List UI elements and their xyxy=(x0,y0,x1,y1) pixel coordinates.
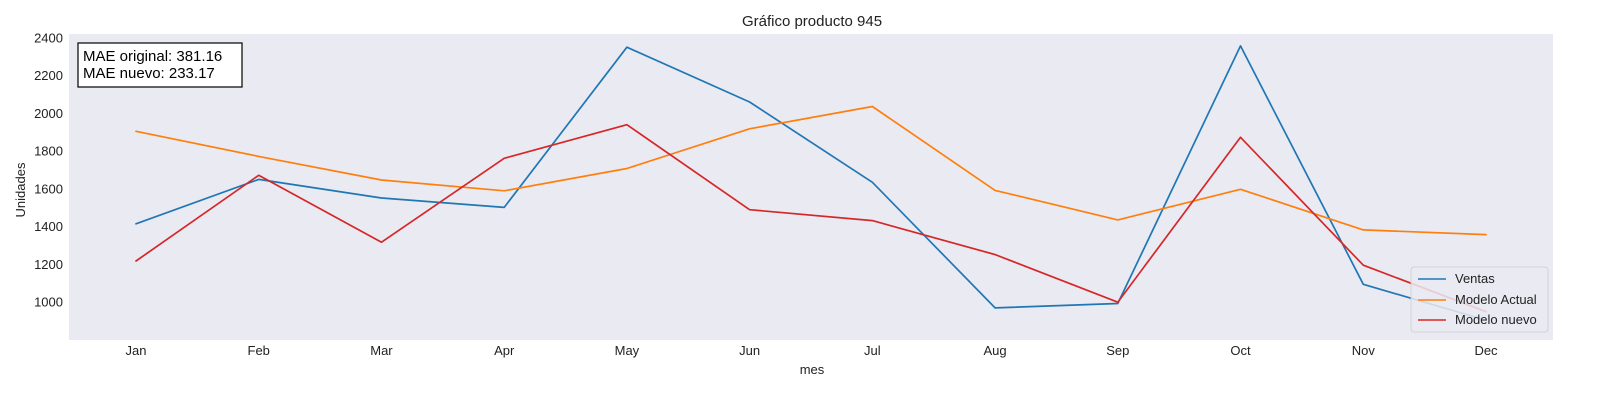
x-tick-label: Aug xyxy=(984,343,1007,358)
x-tick-label: Oct xyxy=(1230,343,1251,358)
x-tick-label: Mar xyxy=(370,343,393,358)
legend-label-ventas: Ventas xyxy=(1455,271,1495,286)
annotation-line-1: MAE original: 381.16 xyxy=(83,48,222,65)
y-tick-label: 2000 xyxy=(34,106,63,121)
y-axis-label: Unidades xyxy=(13,162,28,217)
legend-label-modelo-actual: Modelo Actual xyxy=(1455,292,1537,307)
series-layer xyxy=(135,45,1487,322)
legend: Ventas Modelo Actual Modelo nuevo xyxy=(1410,266,1549,333)
x-tick-label: Feb xyxy=(248,343,270,358)
x-axis-label: mes xyxy=(800,362,825,377)
x-tick-label: May xyxy=(615,343,640,358)
series-line-ventas xyxy=(135,45,1487,322)
y-tick-label: 1400 xyxy=(34,219,63,234)
mae-annotation: MAE original: 381.16 MAE nuevo: 233.17 xyxy=(77,42,243,88)
y-tick-label: 2400 xyxy=(34,30,63,45)
series-line-modelo-nuevo xyxy=(135,123,1487,313)
y-axis: 1000 1200 1400 1600 1800 2000 2200 2400 xyxy=(34,30,63,309)
legend-box xyxy=(1410,266,1549,333)
x-tick-label: Dec xyxy=(1474,343,1498,358)
x-tick-label: Jun xyxy=(739,343,760,358)
x-tick-label: Nov xyxy=(1352,343,1376,358)
x-tick-label: Jul xyxy=(864,343,881,358)
y-tick-label: 1000 xyxy=(34,295,63,310)
x-tick-label: Sep xyxy=(1106,343,1129,358)
x-axis: Jan Feb Mar Apr May Jun Jul Aug Sep Oct Nov Dec xyxy=(126,343,1499,358)
annotation-line-2: MAE nuevo: 233.17 xyxy=(83,65,215,82)
chart-title: Gráfico producto 945 xyxy=(742,13,882,30)
x-tick-label: Apr xyxy=(494,343,515,358)
plot-area xyxy=(69,34,1553,340)
series-line-modelo-actual xyxy=(135,105,1487,236)
y-tick-label: 1800 xyxy=(34,144,63,159)
x-tick-label: Jan xyxy=(126,343,147,358)
y-tick-label: 2200 xyxy=(34,68,63,83)
y-tick-label: 1600 xyxy=(34,181,63,196)
legend-label-modelo-nuevo: Modelo nuevo xyxy=(1455,312,1537,327)
annotation-box xyxy=(77,42,243,88)
y-tick-label: 1200 xyxy=(34,257,63,272)
